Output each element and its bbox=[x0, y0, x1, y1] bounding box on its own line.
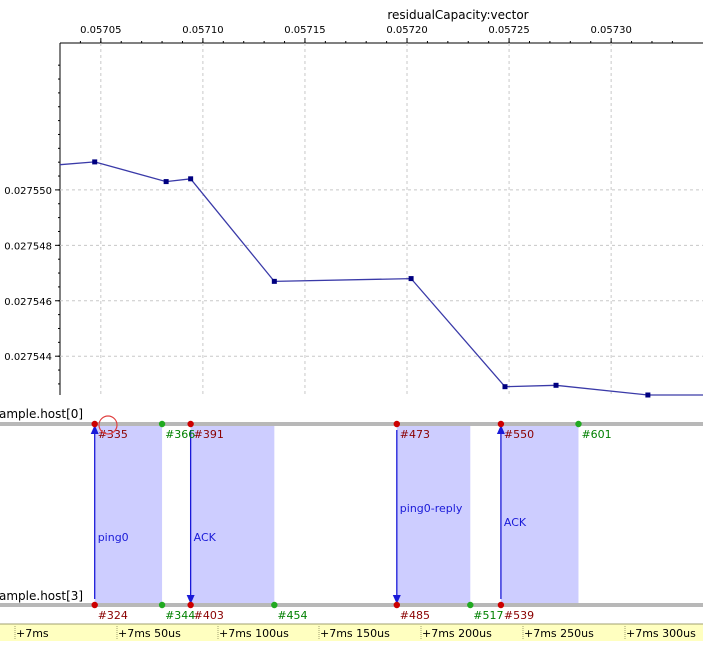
event-label[interactable]: #324 bbox=[98, 609, 128, 622]
y-tick-label: 0.027550 bbox=[4, 186, 52, 197]
event-dot[interactable] bbox=[497, 420, 505, 428]
sequence-chart: ample.host[0] ample.host[3] ping0 ACKping… bbox=[0, 398, 703, 624]
x-tick-label: 0.05720 bbox=[386, 25, 427, 36]
timeline-label: +7ms 300us bbox=[626, 627, 696, 640]
plot-frame bbox=[59, 42, 703, 395]
x-tick-label: 0.05710 bbox=[182, 25, 223, 36]
data-point-marker[interactable] bbox=[92, 159, 98, 165]
timeline-labels: +7ms +7ms 50us +7ms 100us +7ms 150us +7ms 20… bbox=[14, 626, 696, 640]
event-label[interactable]: #366 bbox=[165, 428, 195, 441]
message-label[interactable]: ping0 bbox=[98, 531, 129, 544]
message-band bbox=[500, 424, 579, 605]
chart-title: residualCapacity:vector bbox=[387, 8, 528, 22]
message-band bbox=[396, 424, 471, 605]
arrow-head-up bbox=[496, 425, 505, 434]
event-dot[interactable] bbox=[497, 601, 505, 609]
y-tick-label: 0.027548 bbox=[4, 241, 52, 252]
data-point-marker[interactable] bbox=[163, 179, 169, 185]
message-label[interactable]: ping0-reply bbox=[400, 502, 463, 515]
x-tick-label: 0.05725 bbox=[488, 25, 529, 36]
data-point-marker[interactable] bbox=[502, 384, 508, 390]
grid-lines bbox=[60, 43, 703, 395]
event-dot[interactable] bbox=[187, 601, 194, 609]
arrow-head-down bbox=[186, 595, 195, 604]
event-label[interactable]: #517 bbox=[473, 609, 503, 622]
data-point-marker[interactable] bbox=[645, 392, 651, 398]
timeline-label: +7ms 250us bbox=[524, 627, 594, 640]
timeline-label: +7ms 50us bbox=[118, 627, 181, 640]
event-dot[interactable] bbox=[91, 420, 98, 428]
event-dot[interactable] bbox=[187, 420, 194, 428]
event-label[interactable]: #550 bbox=[504, 428, 534, 441]
timeline-label: +7ms 150us bbox=[320, 627, 390, 640]
host-0-label[interactable]: ample.host[0] bbox=[0, 407, 83, 421]
event-label[interactable]: #601 bbox=[581, 428, 611, 441]
arrow-head-down bbox=[392, 595, 401, 604]
data-point-marker[interactable] bbox=[271, 278, 277, 284]
event-dot[interactable] bbox=[158, 420, 166, 428]
timeline-background bbox=[0, 624, 703, 641]
message-band bbox=[94, 424, 163, 605]
message-band bbox=[190, 424, 275, 605]
event-dot[interactable] bbox=[91, 601, 98, 609]
selected-event-highlight bbox=[98, 415, 118, 435]
series-path bbox=[59, 161, 703, 396]
arrow-head-up bbox=[90, 425, 99, 434]
event-markers: #335 #366#391 #473 #550 #601 #324 #344#403 #454… bbox=[91, 420, 612, 622]
data-point-marker[interactable] bbox=[188, 176, 194, 182]
timeline-label: +7ms bbox=[16, 627, 49, 640]
event-label[interactable]: #539 bbox=[504, 609, 534, 622]
data-point-marker[interactable] bbox=[553, 382, 559, 388]
event-label[interactable]: #391 bbox=[194, 428, 224, 441]
event-dot[interactable] bbox=[271, 601, 278, 609]
host-3-label[interactable]: ample.host[3] bbox=[0, 589, 83, 603]
event-dot[interactable] bbox=[393, 601, 401, 609]
timeline-label: +7ms 200us bbox=[422, 627, 492, 640]
x-tick-label: 0.05705 bbox=[80, 25, 121, 36]
series-line bbox=[59, 159, 703, 398]
timeline-ruler: +7ms +7ms 50us +7ms 100us +7ms 150us +7ms 20… bbox=[0, 623, 703, 641]
timeline-label: +7ms 100us bbox=[219, 627, 289, 640]
y-tick-label: 0.027546 bbox=[4, 297, 52, 308]
event-dot[interactable] bbox=[467, 601, 474, 609]
x-tick-label: 0.05730 bbox=[590, 25, 631, 36]
message-bands bbox=[94, 424, 579, 605]
event-label[interactable]: #485 bbox=[400, 609, 430, 622]
message-label[interactable]: ACK bbox=[504, 516, 527, 529]
message-label[interactable]: ACK bbox=[194, 531, 217, 544]
event-dot[interactable] bbox=[575, 420, 582, 428]
event-dot[interactable] bbox=[393, 420, 401, 428]
event-label[interactable]: #473 bbox=[400, 428, 430, 441]
x-tick-label: 0.05715 bbox=[284, 25, 325, 36]
event-label[interactable]: #403 bbox=[194, 609, 224, 622]
data-point-marker[interactable] bbox=[408, 276, 414, 282]
event-label[interactable]: #344 bbox=[165, 609, 195, 622]
message-arrows: ping0 ACK ping0-reply ACK bbox=[90, 425, 527, 604]
event-label[interactable]: #335 bbox=[98, 428, 128, 441]
x-axis-ticks: 0.05705 0.05710 0.05715 0.05720 0.05725 0.057… bbox=[79, 25, 673, 43]
event-label[interactable]: #454 bbox=[277, 609, 307, 622]
plot-background bbox=[60, 43, 703, 395]
event-dot[interactable] bbox=[158, 601, 166, 609]
y-tick-label: 0.027544 bbox=[4, 352, 52, 363]
y-axis-ticks: 0.027550 0.027548 0.027546 0.027544 bbox=[4, 64, 60, 385]
